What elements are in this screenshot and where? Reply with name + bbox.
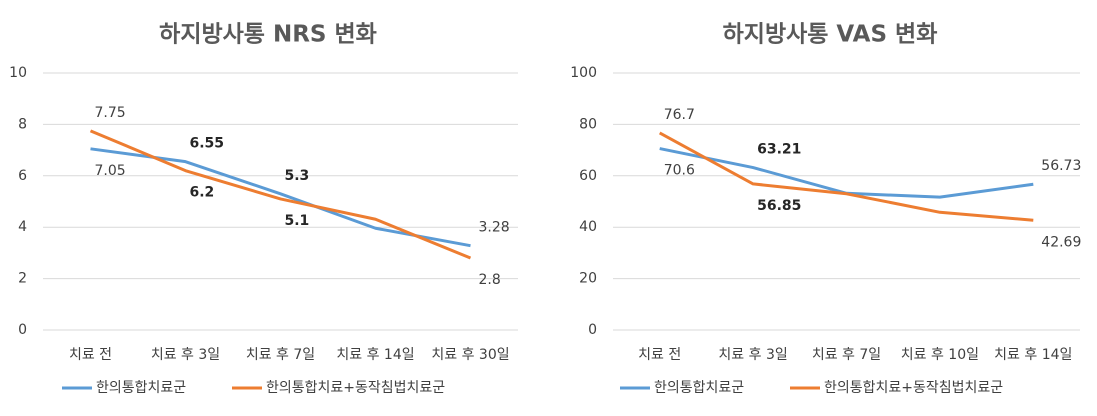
value-label: 5.1 bbox=[285, 213, 310, 229]
y-tick-label: 60 bbox=[579, 168, 597, 184]
x-tick-label: 치료 전 bbox=[638, 347, 681, 363]
x-tick-label: 치료 후 14일 bbox=[336, 347, 414, 363]
y-tick-label: 0 bbox=[588, 322, 597, 338]
y-tick-label: 2 bbox=[18, 271, 27, 287]
x-tick-label: 치료 전 bbox=[69, 347, 112, 363]
x-tick-label: 치료 후 3일 bbox=[151, 347, 220, 363]
y-tick-label: 40 bbox=[579, 219, 597, 235]
value-label: 56.73 bbox=[1041, 158, 1081, 174]
legend-label: 한의통합치료군 bbox=[96, 380, 186, 396]
chart: 하지방사통 NRS 변화 0 2 4 6 8 10 치료 전 치료 후 3일 치료 후 7일 치료 … bbox=[9, 22, 518, 396]
chart-title: 하지방사통 NRS 변화 bbox=[159, 22, 377, 48]
chart: 하지방사통 VAS 변화 0 20 40 60 80 100 치료 전 치료 후 3일 치료 후 … bbox=[570, 22, 1081, 397]
y-tick-label: 4 bbox=[18, 219, 27, 235]
value-label: 3.28 bbox=[479, 220, 510, 236]
value-label: 56.85 bbox=[757, 198, 801, 214]
value-label: 2.8 bbox=[479, 272, 501, 288]
series-line bbox=[89, 129, 472, 260]
legend-label: 한의통합치료+동작침법치료군 bbox=[266, 380, 445, 396]
x-tick-label: 치료 후 30일 bbox=[431, 347, 509, 363]
y-tick-label: 0 bbox=[18, 322, 27, 338]
value-label: 5.3 bbox=[285, 168, 310, 184]
x-tick-label: 치료 후 7일 bbox=[246, 347, 315, 363]
y-tick-label: 20 bbox=[579, 271, 597, 287]
y-tick-label: 100 bbox=[570, 65, 597, 81]
y-tick-label: 80 bbox=[579, 116, 597, 132]
value-label: 6.55 bbox=[190, 136, 225, 152]
series-line bbox=[90, 147, 471, 248]
value-label: 42.69 bbox=[1041, 234, 1081, 250]
value-label: 7.75 bbox=[95, 105, 126, 121]
x-tick-label: 치료 후 3일 bbox=[718, 347, 787, 363]
y-tick-label: 6 bbox=[18, 168, 27, 184]
value-label: 63.21 bbox=[757, 142, 801, 158]
x-tick-label: 치료 후 10일 bbox=[901, 347, 979, 363]
value-label: 70.6 bbox=[664, 163, 695, 179]
series-line bbox=[659, 147, 1034, 199]
legend-label: 한의통합치료+동작침법치료군 bbox=[824, 380, 1003, 396]
value-label: 7.05 bbox=[95, 163, 126, 179]
value-label: 6.2 bbox=[190, 185, 215, 201]
chart-title: 하지방사통 VAS 변화 bbox=[723, 22, 938, 48]
y-tick-label: 10 bbox=[9, 65, 27, 81]
x-tick-label: 치료 후 7일 bbox=[812, 347, 881, 363]
legend-label: 한의통합치료군 bbox=[654, 380, 744, 396]
y-tick-label: 8 bbox=[18, 116, 27, 132]
x-tick-label: 치료 후 14일 bbox=[994, 347, 1072, 363]
value-label: 76.7 bbox=[664, 107, 695, 123]
series-line bbox=[658, 131, 1034, 222]
